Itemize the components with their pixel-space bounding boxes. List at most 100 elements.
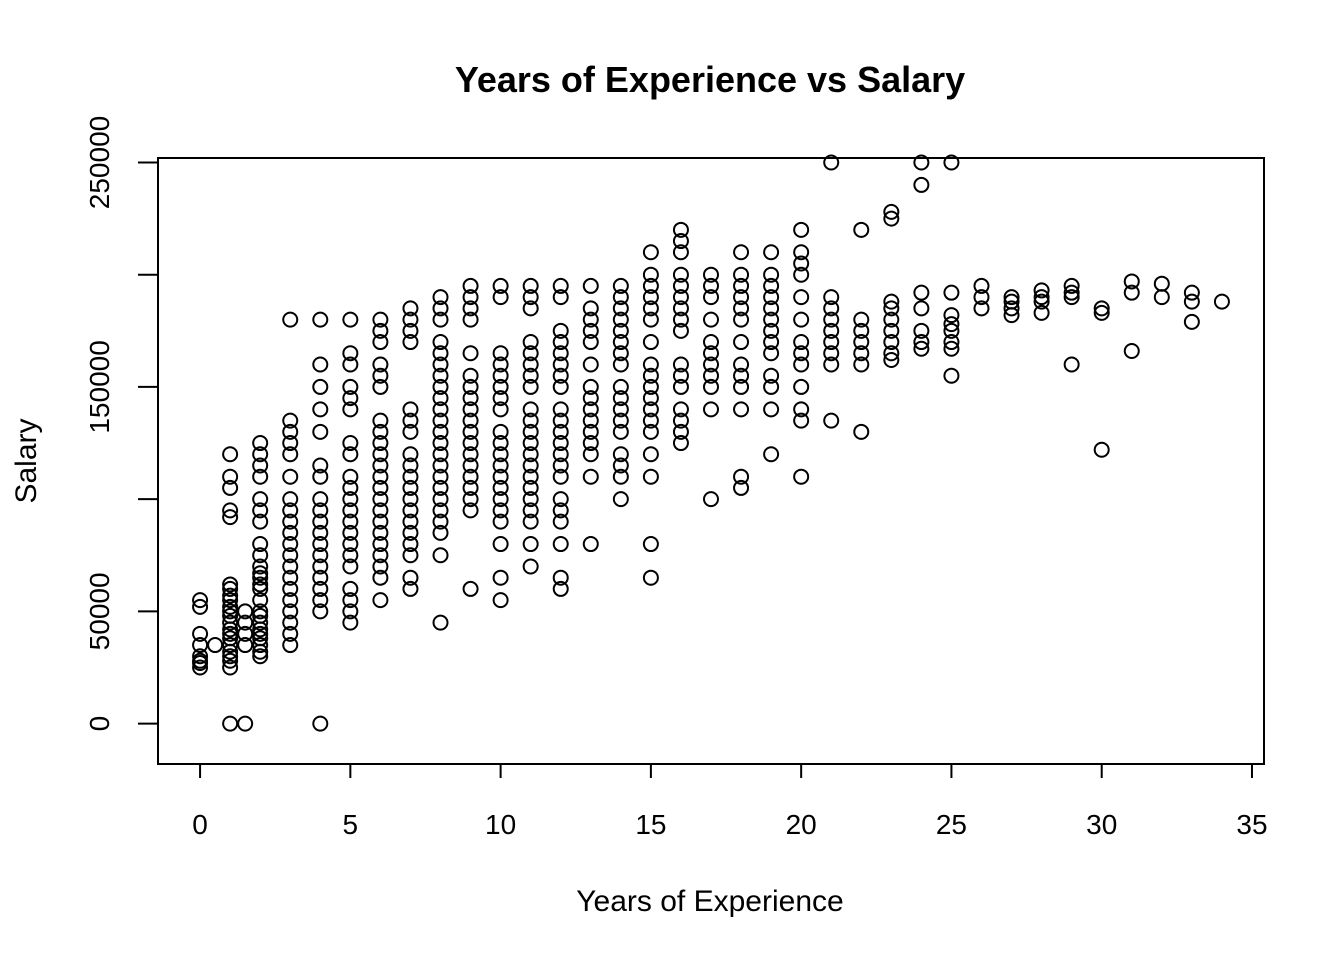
data-point (672, 277, 689, 294)
data-point (703, 367, 719, 384)
data-point (552, 412, 569, 429)
data-point (612, 457, 629, 474)
data-point (582, 468, 599, 485)
data-point (582, 401, 599, 418)
data-point (883, 203, 900, 220)
data-point (462, 457, 479, 474)
data-point (733, 244, 750, 261)
data-point (522, 457, 539, 474)
data-point (252, 621, 269, 638)
data-point (913, 300, 930, 317)
data-point (342, 446, 359, 463)
data-point (642, 356, 659, 373)
data-point (642, 289, 659, 306)
data-point (552, 322, 569, 339)
x-tick-label: 20 (786, 809, 817, 840)
data-point (582, 390, 599, 407)
data-point (522, 334, 539, 351)
data-point (372, 491, 389, 508)
data-point (642, 468, 659, 485)
data-point (372, 311, 389, 328)
data-point (462, 502, 479, 519)
data-point (672, 300, 689, 317)
data-point (1033, 282, 1050, 299)
data-point (582, 300, 599, 317)
data-point (522, 423, 539, 440)
data-point (522, 435, 539, 452)
data-point (342, 356, 359, 373)
data-point (492, 513, 509, 530)
data-point (492, 390, 509, 407)
data-point (402, 502, 419, 519)
data-point (402, 468, 419, 485)
data-point (252, 446, 269, 463)
data-point (432, 412, 449, 429)
data-point (237, 603, 254, 620)
data-point (943, 316, 960, 333)
data-point (552, 334, 569, 351)
x-tick-label: 5 (343, 809, 359, 840)
data-point (402, 311, 419, 328)
data-point (763, 446, 780, 463)
data-point (642, 300, 659, 317)
data-point (282, 592, 299, 609)
data-point (192, 598, 209, 615)
data-point (192, 648, 209, 665)
data-point (312, 457, 329, 474)
data-point (462, 401, 479, 418)
data-point (612, 289, 629, 306)
data-point (342, 491, 359, 508)
data-point (642, 367, 659, 384)
data-point (192, 637, 209, 654)
data-point (913, 334, 930, 351)
data-point (432, 513, 449, 530)
data-point (312, 311, 329, 328)
data-point (222, 659, 239, 676)
data-point (612, 345, 629, 362)
data-point (672, 356, 689, 373)
data-point (342, 558, 359, 575)
data-point (462, 435, 479, 452)
data-point (237, 625, 254, 642)
data-point (913, 284, 930, 301)
y-tick-label: 150000 (84, 340, 115, 433)
data-point (522, 277, 539, 294)
data-point (793, 311, 810, 328)
data-point (883, 322, 900, 339)
data-point (552, 513, 569, 530)
data-point (1063, 289, 1080, 306)
y-tick-label: 50000 (84, 572, 115, 650)
x-tick-label: 35 (1236, 809, 1267, 840)
data-point (552, 367, 569, 384)
data-point (612, 277, 629, 294)
data-point (943, 367, 960, 384)
data-point (312, 715, 329, 732)
data-point (222, 502, 239, 519)
data-point (642, 378, 659, 395)
data-point (462, 390, 479, 407)
data-point (943, 322, 960, 339)
data-point (823, 412, 840, 429)
data-point (612, 378, 629, 395)
data-point (672, 221, 689, 238)
data-point (552, 401, 569, 418)
data-point (642, 311, 659, 328)
data-point (823, 154, 840, 171)
data-point (372, 356, 389, 373)
data-point (342, 547, 359, 564)
data-point (973, 277, 990, 294)
data-point (312, 401, 329, 418)
data-point (342, 479, 359, 496)
data-point (1003, 300, 1020, 317)
data-point (222, 509, 239, 526)
data-point (733, 367, 750, 384)
data-point (612, 491, 629, 508)
data-point (402, 423, 419, 440)
data-point (552, 491, 569, 508)
data-point (552, 277, 569, 294)
data-point (252, 576, 269, 593)
data-point (192, 659, 209, 676)
data-point (733, 266, 750, 283)
data-point (793, 468, 810, 485)
data-point (763, 334, 780, 351)
